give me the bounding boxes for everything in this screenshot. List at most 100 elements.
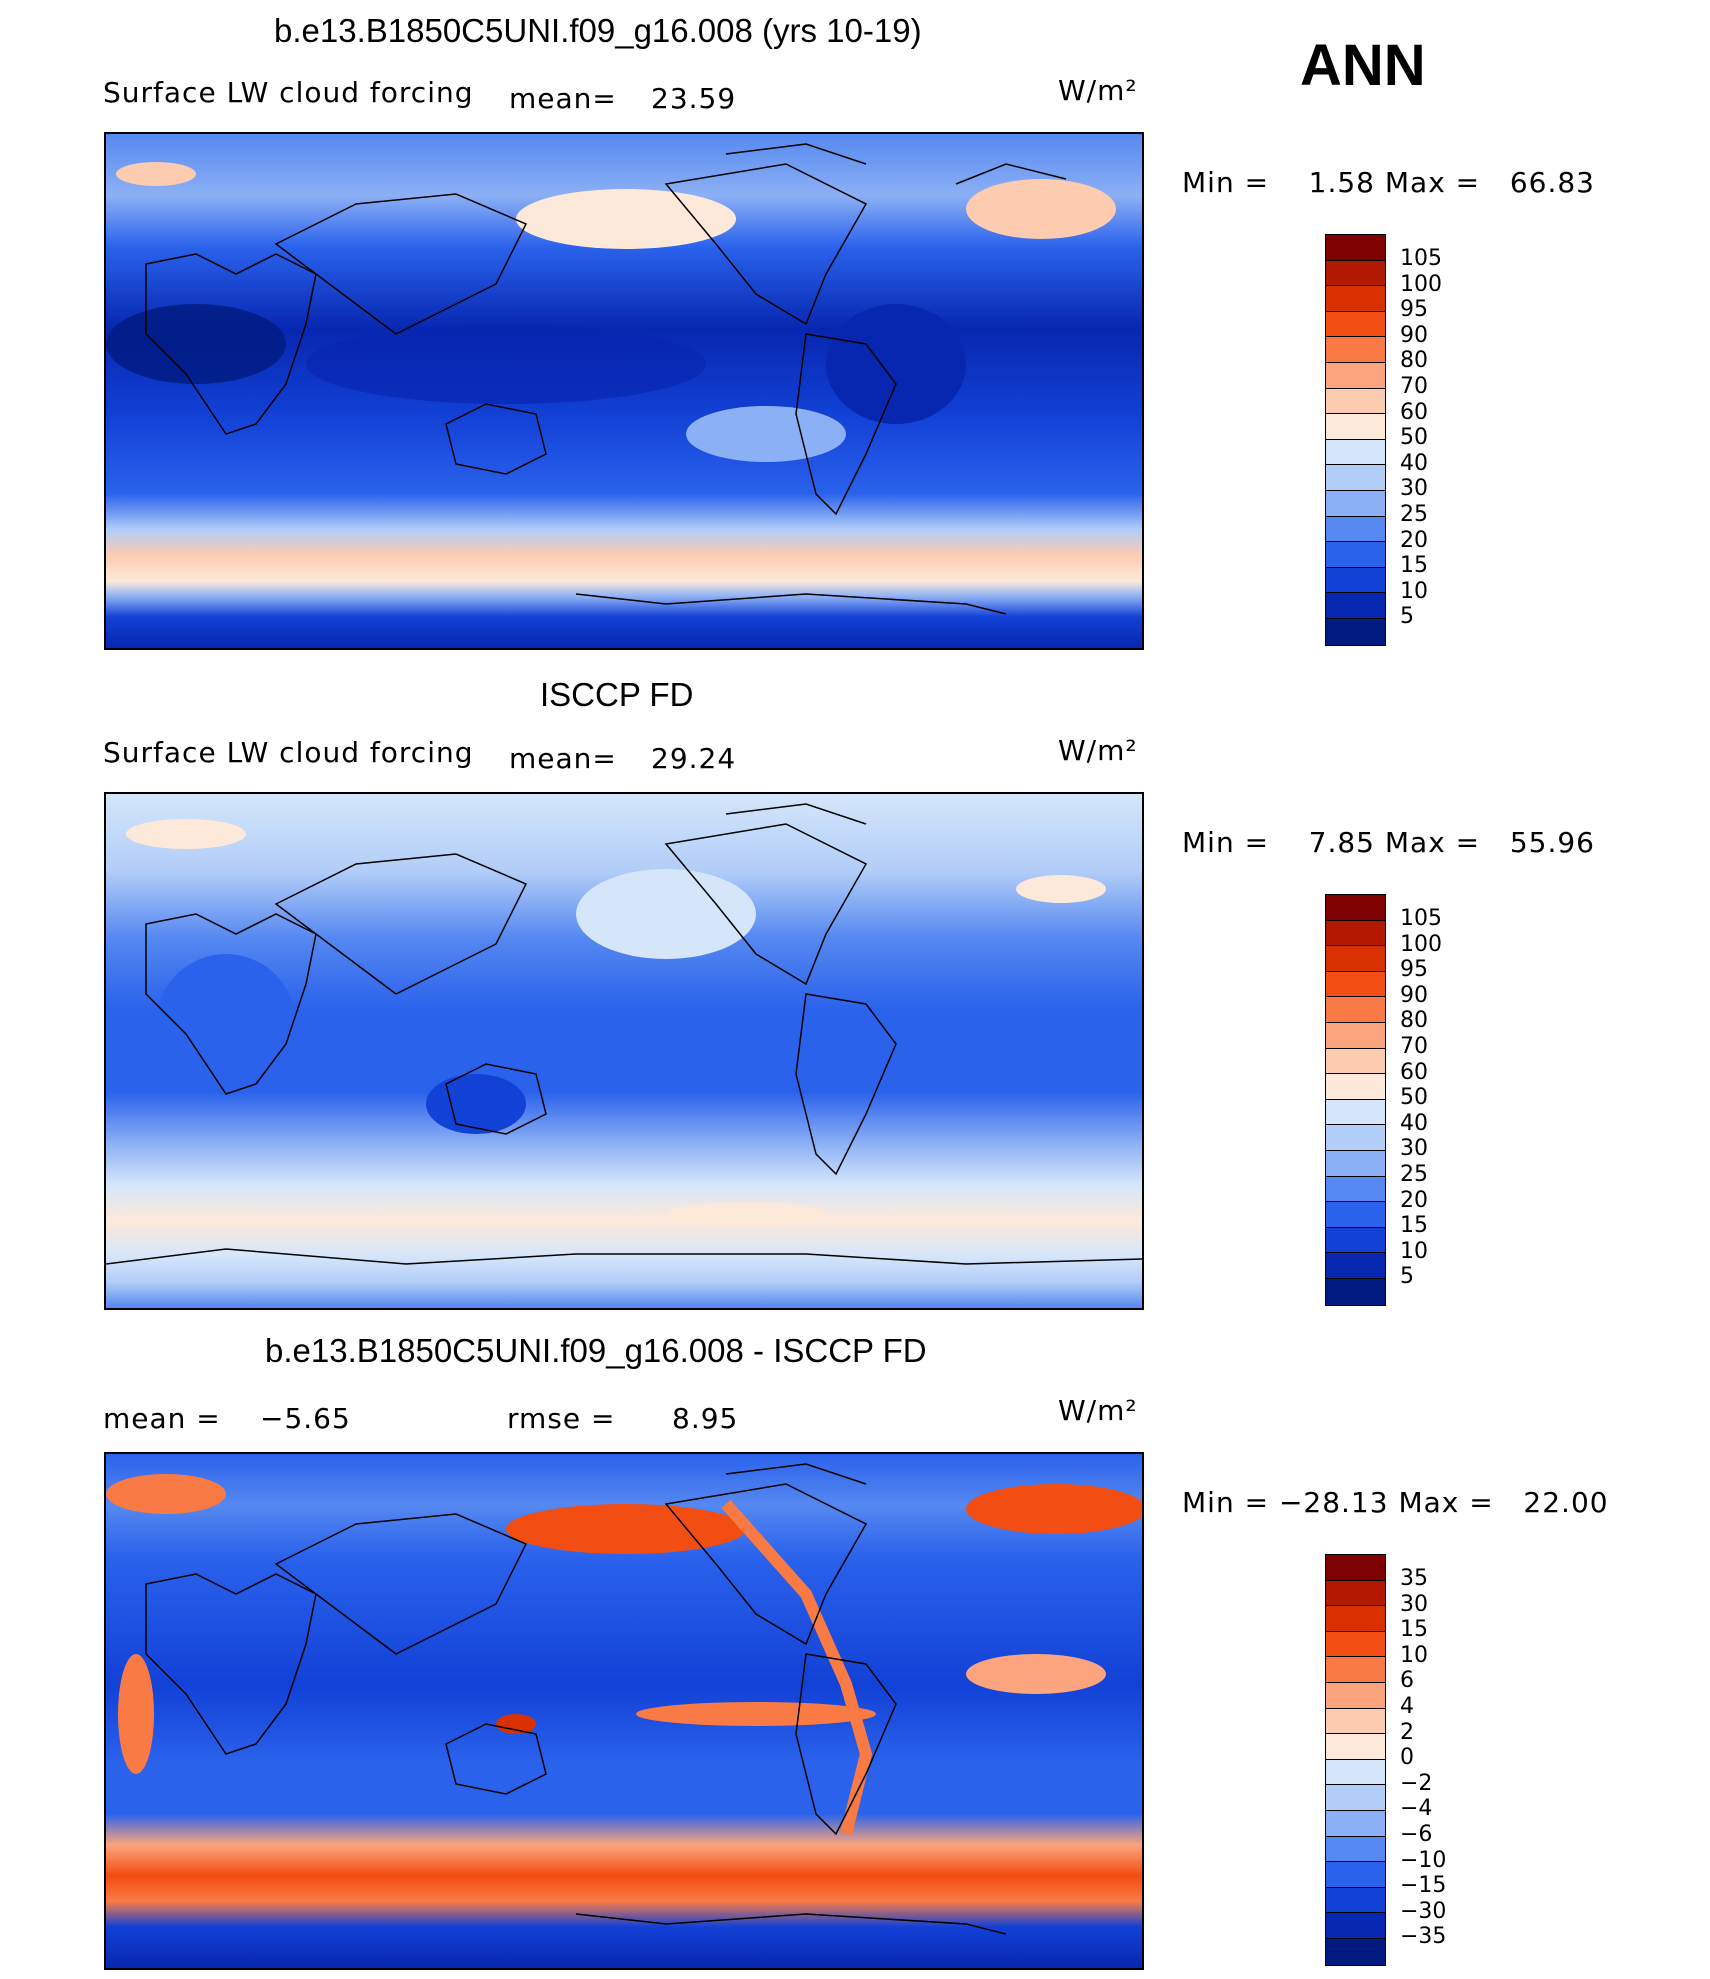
colorbar-swatch [1326,362,1385,389]
panel3-title: b.e13.B1850C5UNI.f09_g16.008 - ISCCP FD [265,1332,927,1369]
colorbar-swatch [1326,337,1385,363]
colorbar-swatch [1326,1048,1385,1075]
colorbar-swatch [1326,542,1385,568]
colorbar-swatch [1326,1253,1385,1279]
colorbar-tick: 90 [1400,322,1428,348]
panel1-title: b.e13.B1850C5UNI.f09_g16.008 (yrs 10-19) [274,12,922,49]
colorbar-tick: 6 [1400,1668,1414,1694]
colorbar-swatch [1326,1682,1385,1709]
colorbar-swatch [1326,1555,1385,1581]
colorbar-tick: 5 [1400,1264,1414,1290]
panel1-mean-label: mean= [509,82,617,115]
colorbar-swatch [1326,971,1385,998]
colorbar-tick: 70 [1400,373,1428,399]
colorbar-tick: 100 [1400,271,1442,297]
panel3-map [104,1452,1144,1970]
colorbar-swatch [1326,1099,1385,1126]
colorbar-tick: 30 [1400,1136,1428,1162]
colorbar-tick: 25 [1400,501,1428,527]
colorbar-swatch [1326,593,1385,619]
colorbar-swatch [1326,567,1385,594]
colorbar-tick: 2 [1400,1719,1414,1745]
panel2-units: W/m² [1058,734,1138,767]
panel2-colorbar-ticks: 105 100 95 90 80 70 60 50 40 30 25 20 15… [1400,906,1442,1290]
colorbar-tick: 105 [1400,906,1442,931]
panel3-mean-label: mean = [103,1402,221,1435]
colorbar-swatch [1326,895,1385,921]
colorbar-swatch [1326,1913,1385,1939]
colorbar-swatch [1326,1580,1385,1607]
colorbar-swatch [1326,414,1385,440]
colorbar-tick: −35 [1400,1924,1447,1950]
panel3-rmse-value: 8.95 [672,1402,739,1435]
colorbar-swatch [1326,1074,1385,1100]
colorbar-swatch [1326,920,1385,947]
colorbar-tick: 60 [1400,399,1428,425]
panel1-mean-value: 23.59 [651,82,737,115]
panel1-units: W/m² [1058,74,1138,107]
colorbar-tick: 105 [1400,246,1442,271]
colorbar-swatch [1326,311,1385,338]
colorbar-swatch [1326,1278,1385,1305]
colorbar-tick: −6 [1400,1821,1433,1847]
panel3-rmse-label: rmse = [507,1402,616,1435]
colorbar-swatch [1326,465,1385,491]
colorbar-swatch [1326,1938,1385,1965]
colorbar-swatch [1326,1657,1385,1683]
colorbar-tick: 95 [1400,297,1428,323]
colorbar-swatch [1326,1887,1385,1914]
colorbar-tick: 60 [1400,1059,1428,1085]
panel3-map-field [106,1454,1142,1968]
colorbar-tick: −2 [1400,1770,1433,1796]
panel2-minmax: Min = 7.85 Max = 55.96 [1182,826,1595,859]
panel1-map-field [106,134,1142,648]
panel2-mean-label: mean= [509,742,617,775]
colorbar-tick: 100 [1400,931,1442,957]
colorbar-tick: 0 [1400,1745,1414,1771]
colorbar-tick: 15 [1400,553,1428,579]
colorbar-swatch [1326,1631,1385,1658]
colorbar-swatch [1326,490,1385,517]
colorbar-swatch [1326,1176,1385,1203]
colorbar-tick: 10 [1400,578,1428,604]
colorbar-swatch [1326,1022,1385,1049]
colorbar-swatch [1326,1785,1385,1811]
panel2-variable: Surface LW cloud forcing [103,736,474,769]
colorbar-tick: 80 [1400,348,1428,374]
panel3-mean-value: −5.65 [260,1402,351,1435]
colorbar-tick: −15 [1400,1873,1447,1899]
colorbar-tick: 30 [1400,476,1428,502]
colorbar-tick: 20 [1400,527,1428,553]
colorbar-swatch [1326,439,1385,466]
colorbar-tick: −10 [1400,1847,1447,1873]
colorbar-swatch [1326,1606,1385,1632]
colorbar-swatch [1326,1202,1385,1228]
panel2-map [104,792,1144,1310]
colorbar-tick: 50 [1400,1085,1428,1111]
colorbar-tick: 80 [1400,1008,1428,1034]
colorbar-swatch [1326,516,1385,543]
season-label: ANN [1300,33,1426,98]
colorbar-tick: 30 [1400,1591,1428,1617]
colorbar-tick: 25 [1400,1161,1428,1187]
colorbar-tick: 35 [1400,1566,1428,1591]
colorbar-tick: 4 [1400,1693,1414,1719]
panel2-map-field [106,794,1142,1308]
colorbar-swatch [1326,1227,1385,1254]
colorbar-swatch [1326,1734,1385,1760]
colorbar-swatch [1326,1862,1385,1888]
panel3-units: W/m² [1058,1394,1138,1427]
colorbar-tick: 10 [1400,1642,1428,1668]
colorbar-tick: 50 [1400,425,1428,451]
colorbar-tick: 10 [1400,1238,1428,1264]
colorbar-swatch [1326,388,1385,415]
panel1-variable: Surface LW cloud forcing [103,76,474,109]
colorbar-swatch [1326,1759,1385,1786]
colorbar-tick: 15 [1400,1617,1428,1643]
colorbar-tick: 95 [1400,957,1428,983]
colorbar-swatch [1326,618,1385,645]
colorbar-tick: −4 [1400,1796,1433,1822]
panel1-colorbar [1325,234,1386,646]
panel3-minmax: Min = −28.13 Max = 22.00 [1182,1486,1609,1519]
panel1-map [104,132,1144,650]
